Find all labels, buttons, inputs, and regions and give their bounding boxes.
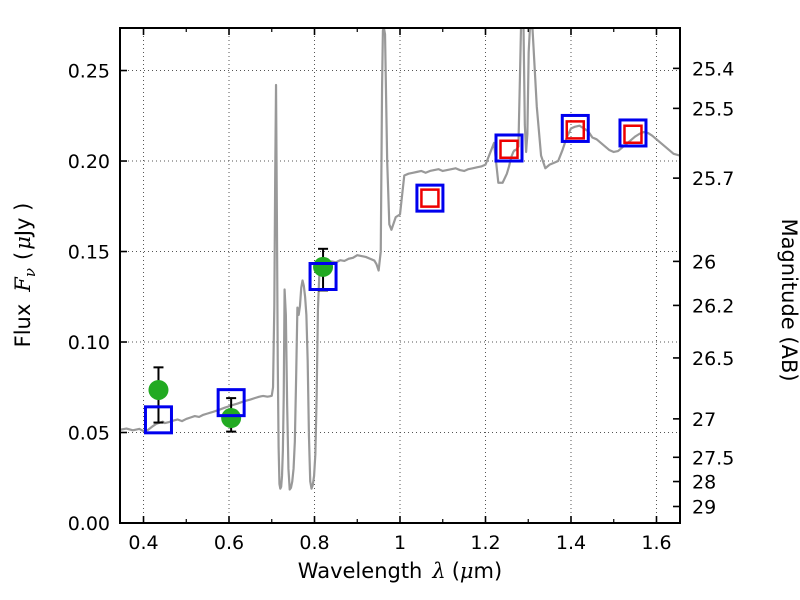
axis-tick-labels: 0.4 0.6 0.8 1 1.2 1.4 1.6 0.00 0.05 0.10 0.15 0.20 0… [68, 58, 735, 554]
model-flux-square-red[interactable] [623, 124, 643, 144]
y-left-tick-label: 0.10 [68, 332, 110, 354]
model-flux-square-red[interactable] [499, 139, 519, 160]
model-flux-square-blue[interactable] [560, 113, 590, 143]
y-right-tick-label: 25.4 [692, 58, 734, 80]
y-right-tick-label: 26.5 [692, 348, 734, 370]
model-flux-square-red[interactable] [565, 120, 586, 140]
y-axis-left-title: FluxFν(μJy ) [11, 203, 39, 348]
y-right-tick-label: 26.2 [692, 295, 734, 317]
model-flux-square-blue[interactable] [618, 118, 648, 148]
model-flux-square-blue[interactable] [494, 133, 524, 163]
model-flux-square-blue[interactable] [216, 388, 246, 418]
y-right-tick-label: 29 [692, 496, 716, 518]
y-right-tick-label: 26 [692, 251, 716, 273]
x-tick-label: 1.2 [470, 532, 500, 554]
model-flux-square-blue[interactable] [143, 405, 173, 435]
model-flux-square-red[interactable] [420, 188, 440, 208]
y-axis-right-title: Magnitude (AB) [777, 218, 800, 381]
x-tick-label: 0.8 [299, 532, 329, 554]
y-right-tick-label: 25.7 [692, 168, 734, 190]
y-left-tick-label: 0.15 [68, 242, 110, 264]
x-tick-label: 1.6 [641, 532, 671, 554]
observed-flux-point[interactable] [148, 379, 169, 400]
x-tick-label: 1 [394, 532, 406, 554]
y-right-tick-label: 27.5 [692, 447, 734, 469]
model-flux-square-blue[interactable] [415, 183, 445, 213]
y-right-tick-label: 27 [692, 409, 716, 431]
model-spectrum-curve [120, 28, 680, 491]
y-left-tick-label: 0.25 [68, 61, 110, 83]
x-axis-title: Wavelength λ (μm) [298, 559, 502, 583]
model-flux-square-blue[interactable] [308, 261, 338, 291]
y-right-tick-label: 28 [692, 472, 716, 494]
y-left-tick-label: 0.20 [68, 151, 110, 173]
x-tick-label: 0.6 [214, 532, 244, 554]
y-left-tick-label: 0.00 [68, 513, 110, 535]
grid-lines [120, 28, 680, 523]
y-right-tick-label: 25.5 [692, 98, 734, 120]
axis-ticks [120, 28, 680, 524]
observed-flux-point[interactable] [313, 256, 334, 277]
x-tick-label: 0.4 [128, 532, 158, 554]
observed-flux-point[interactable] [221, 408, 242, 429]
spectrum-path [120, 28, 680, 491]
x-tick-label: 1.4 [556, 532, 586, 554]
photometry-markers [143, 113, 648, 435]
y-left-tick-label: 0.05 [68, 423, 110, 445]
